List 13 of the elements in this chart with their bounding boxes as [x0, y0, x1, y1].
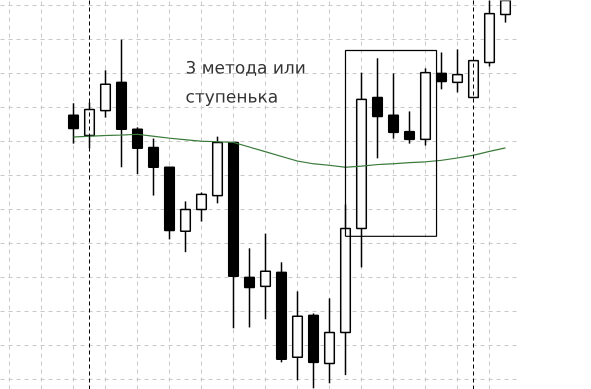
candlestick — [372, 58, 384, 160]
candlestick — [244, 248, 256, 328]
candlestick — [132, 126, 144, 175]
candlestick — [404, 110, 416, 144]
candlestick — [148, 138, 160, 196]
candlestick — [68, 102, 80, 144]
annotation: 3 метода или ступенька — [186, 58, 306, 108]
candlestick — [260, 232, 272, 320]
candlestick — [500, 0, 512, 24]
candlestick — [452, 48, 464, 94]
candlestick — [196, 192, 208, 222]
candlestick — [388, 72, 400, 140]
candlestick — [180, 200, 192, 253]
